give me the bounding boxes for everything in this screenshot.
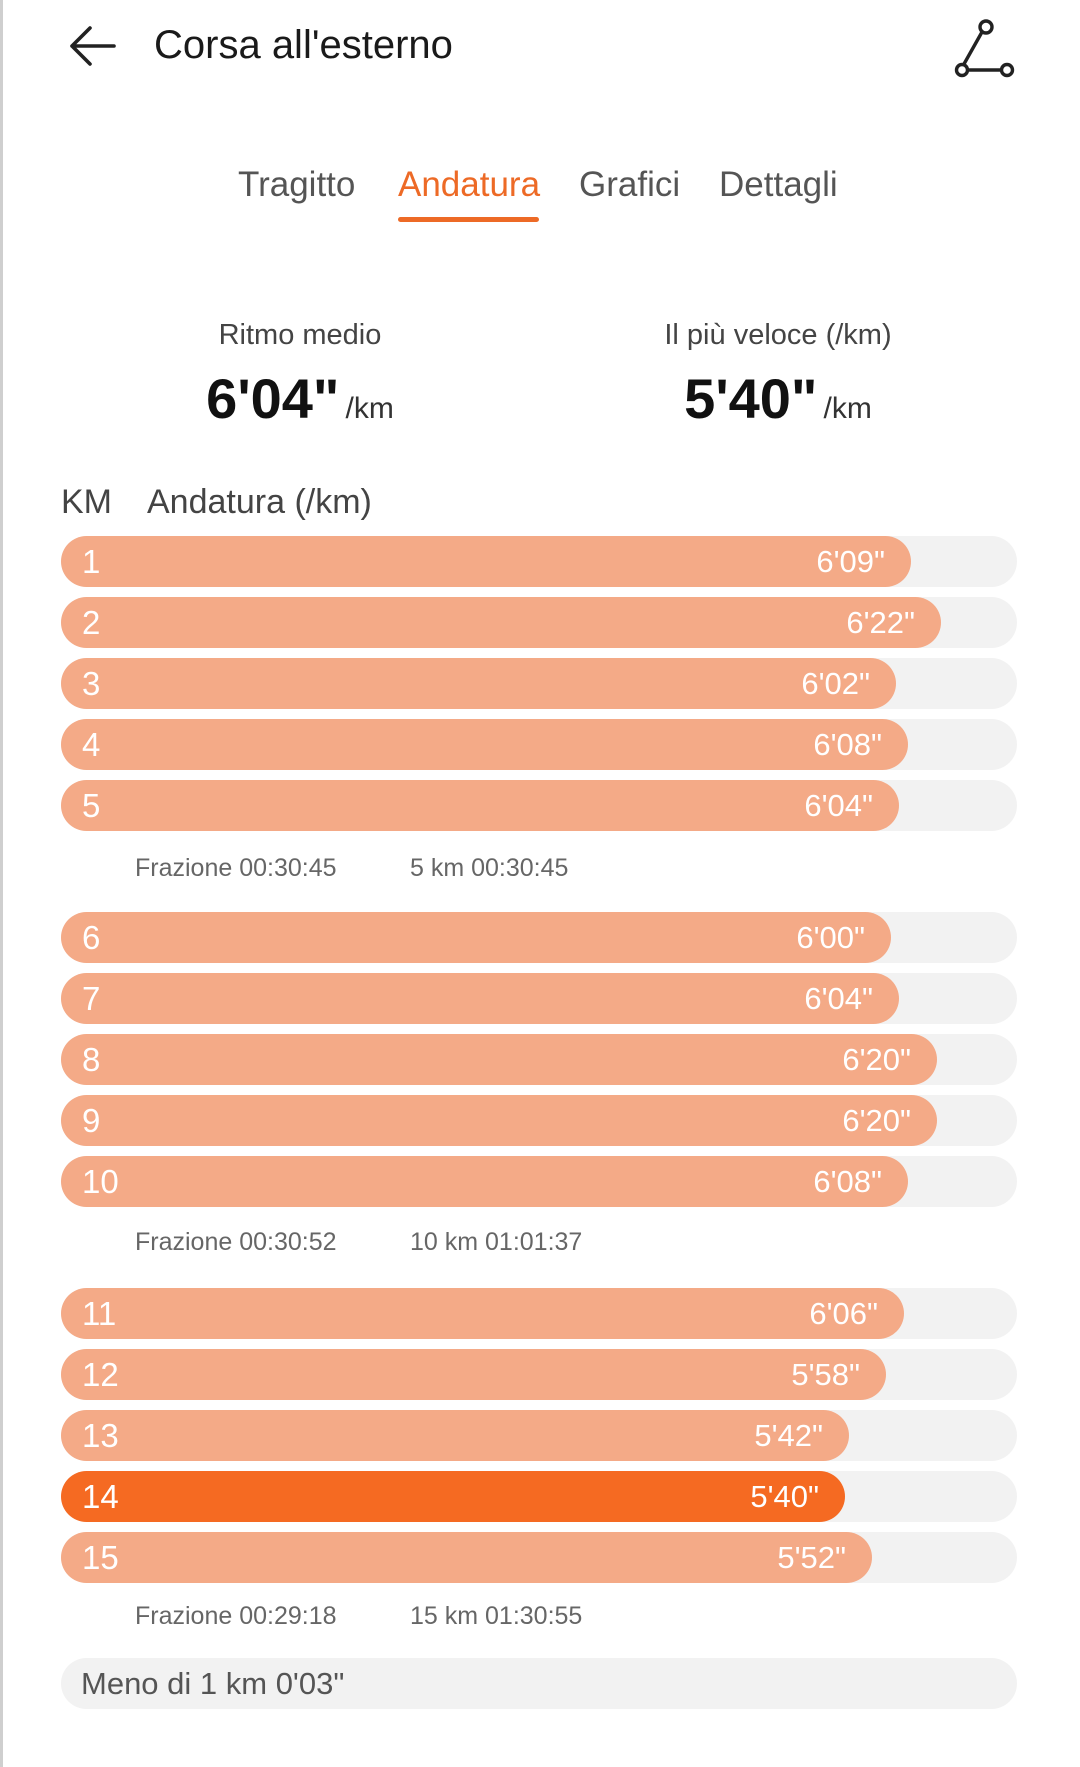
- pace-row: 14 5'40": [61, 1471, 1017, 1522]
- left-edge: [0, 0, 3, 1767]
- pace-row: 10 6'08": [61, 1156, 1017, 1207]
- km-number: 15: [82, 1539, 119, 1576]
- fastest-pace-stat: Il più veloce (/km) 5'40"/km: [578, 316, 978, 431]
- pace-bar: [61, 780, 899, 831]
- km-number: 1: [82, 543, 101, 580]
- pace-bar: [61, 536, 911, 587]
- pace-row: 5 6'04": [61, 780, 1017, 831]
- km-number: 13: [82, 1417, 119, 1454]
- pace-bar: [61, 1349, 886, 1400]
- route-button[interactable]: [950, 14, 1020, 84]
- pace-row: 15 5'52": [61, 1532, 1017, 1583]
- less-than-km-row: Meno di 1 km 0'03": [61, 1658, 1017, 1709]
- fastest-pace-label: Il più veloce (/km): [664, 319, 892, 351]
- back-button[interactable]: [60, 14, 124, 78]
- less-than-km-label: Meno di 1 km 0'03": [81, 1666, 345, 1701]
- split-fraction: Frazione 00:29:18: [135, 1602, 337, 1630]
- pace-value: 6'08": [813, 727, 882, 762]
- pace-value: 6'02": [801, 666, 870, 701]
- pace-value: 6'20": [842, 1042, 911, 1077]
- pace-row: 11 6'06": [61, 1288, 1017, 1339]
- average-pace-unit: /km: [345, 392, 394, 425]
- pace-row: 7 6'04": [61, 973, 1017, 1024]
- km-column-header: KM: [61, 483, 112, 521]
- km-number: 10: [82, 1163, 119, 1200]
- pace-column-header: Andatura (/km): [147, 483, 372, 521]
- km-number: 7: [82, 980, 101, 1017]
- tab-tragitto[interactable]: Tragitto: [238, 165, 356, 204]
- pace-bar: [61, 973, 899, 1024]
- pace-row: 13 5'42": [61, 1410, 1017, 1461]
- pace-bar: [61, 912, 891, 963]
- split-cumulative: 15 km 01:30:55: [410, 1602, 583, 1630]
- pace-value: 6'20": [842, 1103, 911, 1138]
- pace-row: 2 6'22": [61, 597, 1017, 648]
- pace-value: 6'00": [796, 920, 865, 955]
- pace-bar: [61, 1532, 872, 1583]
- pace-bar: [61, 719, 908, 770]
- active-tab-indicator: [398, 217, 539, 222]
- pace-row: 1 6'09": [61, 536, 1017, 587]
- pace-value: 5'58": [791, 1357, 860, 1392]
- pace-bar: [61, 1156, 908, 1207]
- pace-row: 4 6'08": [61, 719, 1017, 770]
- pace-value: 5'42": [754, 1418, 823, 1453]
- km-number: 2: [82, 604, 101, 641]
- pace-bar: [61, 597, 941, 648]
- average-pace-label: Ritmo medio: [218, 319, 382, 351]
- tab-bar: Tragitto Andatura Grafici Dettagli: [0, 160, 1080, 230]
- km-number: 4: [82, 726, 101, 763]
- pace-value: 6'04": [804, 788, 873, 823]
- tab-dettagli[interactable]: Dettagli: [719, 165, 838, 204]
- page-title: Corsa all'esterno: [154, 23, 453, 67]
- pace-bar: [61, 1095, 937, 1146]
- pace-value: 6'08": [813, 1164, 882, 1199]
- km-number: 11: [82, 1295, 117, 1332]
- fastest-pace-value: 5'40": [684, 367, 818, 430]
- pace-row: 9 6'20": [61, 1095, 1017, 1146]
- pace-bar-fastest: [61, 1471, 845, 1522]
- pace-bar: [61, 1288, 904, 1339]
- pace-value: 6'06": [809, 1296, 878, 1331]
- pace-bar: [61, 1034, 937, 1085]
- km-number: 8: [82, 1041, 101, 1078]
- average-pace-value: 6'04": [206, 367, 340, 430]
- pace-value: 6'04": [804, 981, 873, 1016]
- pace-row: 8 6'20": [61, 1034, 1017, 1085]
- tab-andatura[interactable]: Andatura: [398, 165, 541, 204]
- pace-bar: [61, 1410, 849, 1461]
- km-number: 12: [82, 1356, 119, 1393]
- split-fraction: Frazione 00:30:45: [135, 854, 337, 882]
- fastest-pace-unit: /km: [823, 392, 872, 425]
- pace-row: 12 5'58": [61, 1349, 1017, 1400]
- header: Corsa all'esterno: [0, 0, 1080, 100]
- pace-value: 6'22": [846, 605, 915, 640]
- pace-value: 5'40": [750, 1479, 819, 1514]
- km-number: 9: [82, 1102, 101, 1139]
- km-number: 6: [82, 919, 101, 956]
- pace-row: 3 6'02": [61, 658, 1017, 709]
- km-number: 3: [82, 665, 101, 702]
- tab-grafici[interactable]: Grafici: [579, 165, 681, 204]
- pace-bar: [61, 658, 896, 709]
- pace-value: 6'09": [816, 544, 885, 579]
- km-number: 5: [82, 787, 101, 824]
- average-pace-stat: Ritmo medio 6'04"/km: [100, 316, 500, 431]
- pace-value: 5'52": [777, 1540, 846, 1575]
- split-cumulative: 10 km 01:01:37: [410, 1228, 583, 1256]
- split-fraction: Frazione 00:30:52: [135, 1228, 337, 1256]
- route-icon: [954, 19, 1015, 78]
- split-cumulative: 5 km 00:30:45: [410, 854, 569, 882]
- pace-row: 6 6'00": [61, 912, 1017, 963]
- km-number: 14: [82, 1478, 119, 1515]
- arrow-left-icon: [70, 26, 116, 66]
